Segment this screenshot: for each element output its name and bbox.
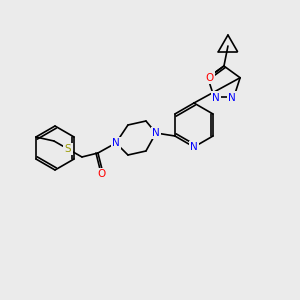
Text: N: N (152, 128, 160, 138)
Text: N: N (212, 93, 220, 103)
Text: O: O (98, 169, 106, 179)
Text: N: N (190, 142, 198, 152)
Text: N: N (112, 138, 120, 148)
Text: N: N (228, 93, 236, 103)
Text: S: S (64, 144, 71, 154)
Text: O: O (206, 73, 214, 83)
